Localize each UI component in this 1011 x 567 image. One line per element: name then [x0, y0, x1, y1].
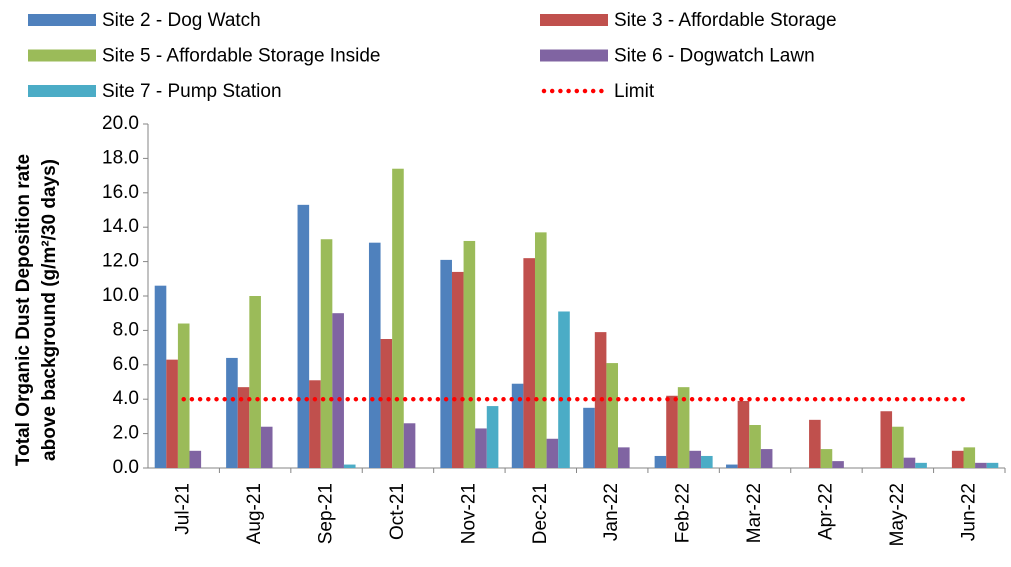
bar [986, 462, 999, 468]
x-tick-label: Aug-21 [244, 483, 265, 544]
bar [618, 447, 630, 468]
legend-label: Limit [614, 81, 655, 102]
x-tick-label: Nov-21 [458, 483, 479, 544]
x-tick-label: Jul-21 [173, 483, 194, 535]
bar [820, 449, 833, 468]
bar [975, 462, 987, 468]
y-tick-label: 12.0 [102, 251, 139, 272]
x-tick-label: Dec-21 [530, 483, 551, 544]
bar [309, 380, 321, 468]
bar [451, 271, 464, 468]
x-tick-label: Mar-22 [744, 483, 765, 543]
y-tick-label: 10.0 [102, 285, 139, 306]
legend-label: Site 7 - Pump Station [102, 81, 282, 102]
legend-swatch [540, 14, 608, 26]
bar [486, 406, 499, 468]
bar [677, 387, 690, 468]
y-tick-label: 20.0 [102, 113, 139, 134]
y-tick-label: 4.0 [113, 388, 139, 409]
bar [332, 313, 344, 468]
legend-label: Site 2 - Dog Watch [102, 10, 261, 31]
y-tick-label: 2.0 [113, 423, 139, 444]
x-tick-label: Jun-22 [958, 483, 979, 541]
y-tick-label: 0.0 [113, 457, 139, 478]
bar [558, 311, 570, 468]
legend-label: Site 3 - Affordable Storage [614, 10, 837, 31]
bar [237, 387, 250, 468]
legend-swatch [28, 14, 96, 26]
bar [392, 168, 404, 468]
bar [511, 383, 524, 468]
y-axis-label: above background (g/m²/30 days) [39, 159, 60, 461]
y-tick-label: 14.0 [102, 216, 139, 237]
y-tick-label: 18.0 [102, 147, 139, 168]
bar [523, 258, 535, 468]
bar [368, 242, 381, 468]
y-tick-label: 16.0 [102, 182, 139, 203]
bar [534, 232, 547, 468]
bar [963, 447, 976, 468]
x-tick-label: Apr-22 [815, 483, 836, 540]
bar [892, 426, 904, 468]
bar [226, 357, 238, 468]
bar [403, 423, 416, 468]
legend-label: Site 5 - Affordable Storage Inside [102, 46, 381, 67]
bar [903, 457, 916, 468]
bar [189, 450, 202, 468]
legend-swatch [28, 49, 96, 62]
bar [760, 449, 773, 468]
bar [249, 296, 261, 468]
x-tick-label: May-22 [887, 483, 908, 546]
legend-label: Site 6 - Dogwatch Lawn [614, 46, 815, 67]
bar [701, 455, 713, 468]
bar [749, 425, 761, 468]
bar [343, 464, 356, 468]
legend-swatch [28, 85, 96, 97]
legend-swatch [540, 49, 608, 62]
bar [915, 462, 927, 468]
bar [463, 240, 476, 468]
bar [320, 239, 333, 468]
bar [154, 285, 167, 468]
x-tick-label: Feb-22 [673, 483, 694, 543]
bar [260, 426, 273, 468]
x-tick-label: Sep-21 [316, 483, 337, 544]
bar [726, 464, 738, 468]
bar [546, 438, 559, 468]
bar [951, 450, 964, 468]
bar [380, 339, 393, 468]
y-axis-label: Total Organic Dust Deposition rate [13, 154, 34, 466]
bar [440, 259, 452, 468]
bar [654, 455, 667, 468]
bar [880, 411, 893, 468]
bar [737, 400, 750, 468]
bar [166, 359, 178, 468]
bar [689, 450, 702, 468]
bar [832, 461, 844, 468]
bar [297, 204, 310, 468]
y-tick-label: 8.0 [113, 319, 139, 340]
x-tick-label: Oct-21 [387, 483, 408, 540]
bar [666, 395, 678, 468]
bar [583, 407, 595, 468]
bar [177, 323, 190, 468]
bar [606, 363, 619, 468]
bar [475, 428, 487, 468]
x-tick-label: Jan-22 [601, 483, 622, 541]
y-tick-label: 6.0 [113, 354, 139, 375]
bar [809, 419, 821, 468]
